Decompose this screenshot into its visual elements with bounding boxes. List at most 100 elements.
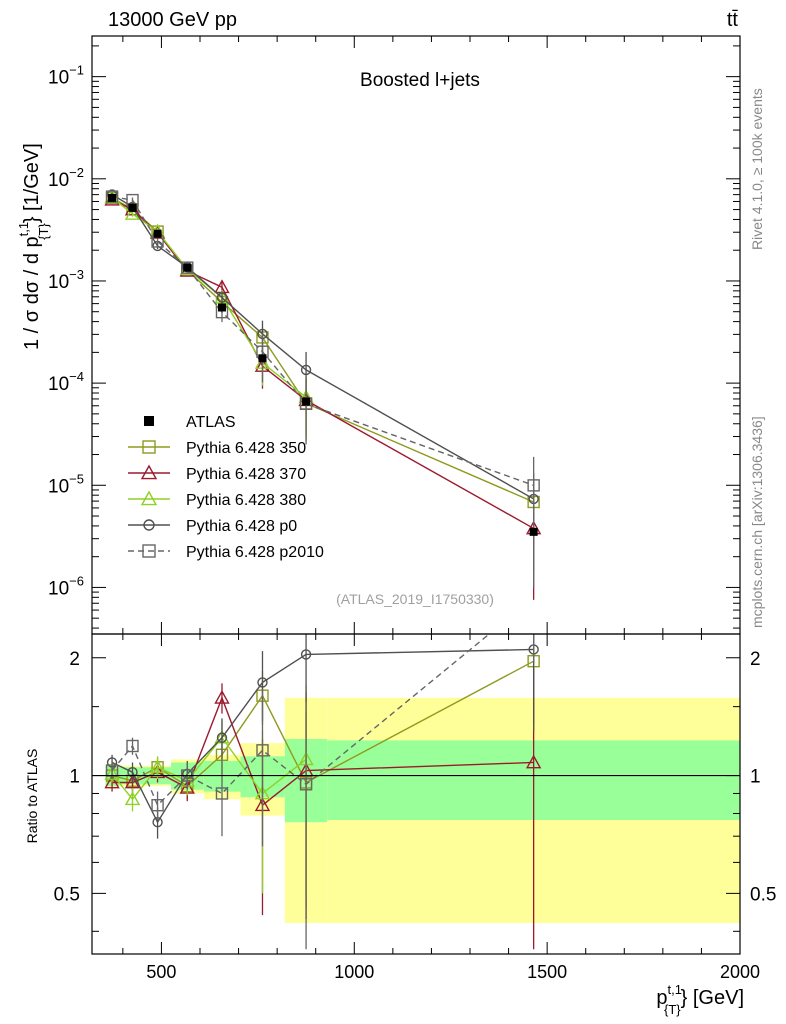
ratio-point bbox=[127, 767, 138, 778]
ratio-point bbox=[525, 754, 542, 769]
ratio-point bbox=[104, 765, 120, 780]
rivet-version-label: Rivet 4.1.0, ≥ 100k events bbox=[749, 88, 765, 250]
y-tick-label: 10−2 bbox=[48, 165, 84, 191]
main-line-3 bbox=[111, 193, 534, 500]
x-axis-label-sub: {T} bbox=[664, 1002, 681, 1017]
ratio-point bbox=[215, 787, 229, 800]
legend-entry: ATLAS bbox=[186, 414, 236, 431]
ratio-point bbox=[149, 759, 166, 774]
main-line-1 bbox=[111, 199, 534, 530]
ratio-point bbox=[256, 744, 269, 757]
data-point bbox=[153, 229, 162, 238]
ratio-tick-label: 1 bbox=[69, 767, 80, 788]
uncertainty-bands bbox=[105, 697, 740, 924]
y-tick-label: 10−4 bbox=[48, 369, 84, 395]
main-point bbox=[124, 206, 141, 220]
x-axis-label-tail: } [GeV] bbox=[681, 987, 744, 1009]
axes-group: 500 1000 1500 200010−110−210−310−410−510−60… bbox=[48, 36, 776, 982]
legend: ATLAS Pythia 6.428 350 Pythia 6.428 370 Pyt… bbox=[128, 414, 324, 561]
ratio-tick-label-right: 1 bbox=[750, 767, 761, 788]
legend-entry: Pythia 6.428 350 bbox=[186, 440, 306, 457]
y-tick-label-exp: −1 bbox=[69, 63, 84, 78]
legend-entry: Pythia 6.428 p0 bbox=[186, 518, 297, 535]
y-axis-label: 1 / σ dσ / d pt,1 {T}} [1/GeV] bbox=[16, 143, 51, 350]
ratio-point bbox=[214, 689, 230, 704]
y-tick-label-base: 10 bbox=[48, 68, 69, 89]
x-tick-label: 2000 bbox=[720, 962, 760, 982]
ratio-point bbox=[124, 774, 141, 789]
y-tick-label-exp: −3 bbox=[69, 267, 84, 282]
x-axis-label-sup: t,1 bbox=[668, 982, 682, 997]
analysis-id-label: (ATLAS_2019_I1750330) bbox=[336, 591, 494, 607]
main-line-2 bbox=[111, 196, 307, 398]
ratio-point bbox=[151, 799, 164, 812]
y-tick-label-exp: −4 bbox=[69, 369, 84, 384]
y-tick-label-exp: −2 bbox=[69, 165, 84, 180]
ratio-point bbox=[299, 778, 313, 791]
ratio-point bbox=[124, 791, 141, 806]
y-tick-label-base: 10 bbox=[48, 476, 69, 497]
x-tick-label: 500 bbox=[146, 962, 176, 982]
ratio-point bbox=[257, 677, 268, 688]
data-point bbox=[108, 193, 117, 202]
ratio-tick-label-right: 2 bbox=[750, 649, 761, 670]
main-point bbox=[527, 479, 540, 492]
data-point bbox=[302, 397, 311, 406]
x-tick-label: 1500 bbox=[527, 962, 567, 982]
data-point bbox=[183, 263, 192, 272]
y-tick-label-exp: −5 bbox=[69, 471, 84, 486]
y-tick-label: 10−5 bbox=[48, 471, 84, 497]
legend-marker bbox=[140, 464, 158, 480]
ratio-point bbox=[216, 732, 228, 743]
legend-entry: Pythia 6.428 380 bbox=[186, 492, 306, 509]
ratio-tick-label-right: 0.5 bbox=[750, 884, 776, 905]
legend-marker bbox=[143, 519, 155, 531]
data-point bbox=[529, 527, 538, 536]
x-tick-label: 1000 bbox=[334, 962, 374, 982]
y-axis-label-sub: {T} bbox=[36, 223, 51, 240]
ratio-line-3 bbox=[111, 648, 534, 824]
legend-marker bbox=[144, 416, 154, 426]
main-line-4 bbox=[111, 195, 534, 487]
y-tick-label-exp: −6 bbox=[69, 573, 84, 588]
main-point bbox=[216, 292, 228, 303]
y-axis-label-tail: } [1/GeV] bbox=[21, 143, 43, 223]
x-axis-label: pt,1 {T}} [GeV] bbox=[656, 982, 744, 1017]
ratio-line-0 bbox=[111, 660, 534, 787]
y-axis-label-sup: t,1 bbox=[16, 222, 31, 236]
y-axis-label-main: 1 / σ dσ / d p bbox=[21, 236, 43, 350]
ratio-point bbox=[126, 739, 139, 753]
legend-marker bbox=[140, 490, 158, 506]
legend-entry: Pythia 6.428 p2010 bbox=[186, 544, 324, 561]
process-label: tt̄ bbox=[727, 9, 739, 31]
legend-marker bbox=[142, 544, 156, 558]
data-point bbox=[128, 203, 137, 212]
ratio-axis-label: Ratio to ATLAS bbox=[24, 749, 40, 844]
y-tick-label-base: 10 bbox=[48, 272, 69, 293]
y-tick-label: 10−3 bbox=[48, 267, 84, 293]
ratio-line-4 bbox=[111, 634, 491, 807]
ratio-point bbox=[300, 649, 312, 660]
main-point bbox=[105, 190, 119, 203]
main-line-0 bbox=[111, 197, 534, 503]
ratio-tick-label: 0.5 bbox=[54, 884, 80, 905]
ratio-frame bbox=[91, 633, 741, 955]
ratio-point bbox=[104, 774, 120, 789]
main-point bbox=[300, 364, 312, 376]
y-tick-label: 10−6 bbox=[48, 573, 84, 599]
legend-marker bbox=[142, 440, 156, 454]
main-series-group bbox=[104, 189, 542, 600]
energy-label: 13000 GeV pp bbox=[108, 9, 237, 31]
legend-entry: Pythia 6.428 370 bbox=[186, 466, 306, 483]
ratio-tick-label: 2 bbox=[69, 649, 80, 670]
x-axis-label-main: p bbox=[656, 987, 667, 1009]
y-tick-label-base: 10 bbox=[48, 170, 69, 191]
data-point bbox=[217, 303, 226, 312]
y-tick-label-base: 10 bbox=[48, 374, 69, 395]
chart-title: Boosted l+jets bbox=[360, 70, 480, 91]
mcplots-label: mcplots.cern.ch [arXiv:1306.3436] bbox=[749, 416, 765, 628]
y-tick-label-base: 10 bbox=[48, 578, 69, 599]
main-point bbox=[181, 261, 194, 274]
data-point bbox=[258, 354, 267, 363]
